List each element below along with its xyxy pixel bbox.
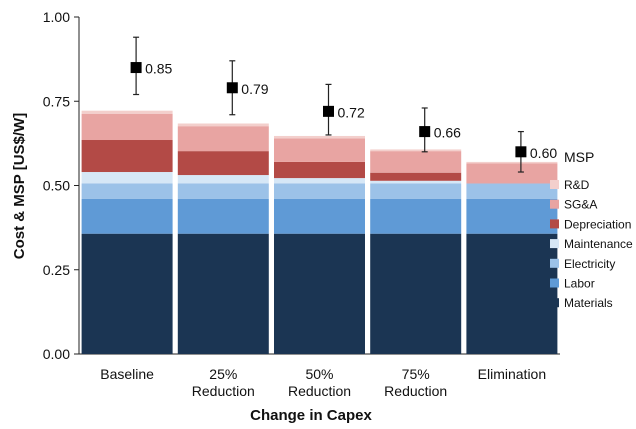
legend-swatch-materials xyxy=(550,298,559,308)
y-axis-title: Cost & MSP [US$/W] xyxy=(11,113,28,259)
legend-swatch-maintenance xyxy=(550,239,559,249)
bar-segment-sg-a xyxy=(274,138,365,162)
legend-label: Labor xyxy=(564,277,595,291)
msp-data-label: 0.66 xyxy=(434,125,461,141)
x-tick-label: 75% Reduction xyxy=(384,366,447,399)
x-tick-label-line: Elimination xyxy=(478,366,546,382)
bar-segment-labor xyxy=(274,198,365,234)
bar-segment-electricity xyxy=(370,183,462,199)
x-tick-label-line: Reduction xyxy=(384,383,447,399)
bar-segment-r-d xyxy=(466,161,558,164)
bar-segment-r-d xyxy=(177,123,269,127)
legend-swatch-sg-a xyxy=(550,199,559,209)
msp-marker xyxy=(226,82,238,94)
bar-segment-labor xyxy=(81,198,173,234)
bar-segment-labor xyxy=(370,198,462,234)
y-tick-label: 1.00 xyxy=(43,9,70,25)
msp-marker xyxy=(515,146,527,158)
legend-label: Maintenance xyxy=(564,237,633,251)
bar-segment-depreciation xyxy=(370,172,462,181)
bar-segment-electricity xyxy=(81,183,173,199)
x-tick-label: Elimination xyxy=(478,366,546,382)
legend-label: Materials xyxy=(564,296,613,310)
bars-layer xyxy=(81,110,558,354)
legend-swatch-r-d xyxy=(550,180,559,189)
legend-swatch-electricity xyxy=(550,258,559,268)
bar-segment-maintenance xyxy=(274,178,365,184)
x-axis-title: Change in Capex xyxy=(250,407,372,424)
y-tick-label: 0.50 xyxy=(43,178,70,194)
x-tick-label-line: Baseline xyxy=(100,366,154,382)
legend-swatch-labor xyxy=(550,278,559,288)
msp-marker xyxy=(419,126,431,138)
bar-segment-electricity xyxy=(274,183,365,199)
bar-segment-sg-a xyxy=(177,126,269,152)
bar-segment-sg-a xyxy=(81,113,173,141)
bar-segment-maintenance xyxy=(177,175,269,184)
x-tick-label-line: 75% xyxy=(402,366,430,382)
legend-label: SG&A xyxy=(564,198,597,212)
x-tick-label: 25% Reduction xyxy=(192,366,255,399)
msp-data-label: 0.79 xyxy=(241,81,268,97)
x-tick-label-line: Reduction xyxy=(288,383,351,399)
msp-layer: 0.85 0.79 0.72 0.66 0.60 xyxy=(130,36,557,173)
msp-data-label: 0.85 xyxy=(145,61,172,77)
bar-segment-materials xyxy=(466,233,558,354)
legend-label: R&D xyxy=(564,178,590,192)
bar-segment-depreciation xyxy=(177,151,269,176)
y-tick-label: 0.75 xyxy=(43,93,70,109)
legend-label-msp: MSP xyxy=(564,149,594,165)
bar-segment-materials xyxy=(274,233,365,354)
x-tick-label: 50% Reduction xyxy=(288,366,351,399)
x-tick-label-line: 50% xyxy=(305,366,333,382)
legend: MSP R&D SG&A Depreciation Maintenance Electri… xyxy=(550,149,633,310)
bar-segment-sg-a xyxy=(370,151,462,173)
x-tick-label: Baseline xyxy=(100,366,154,382)
bar-segment-r-d xyxy=(274,135,365,139)
bar-segment-maintenance xyxy=(81,172,173,184)
bar-segment-sg-a xyxy=(466,163,558,184)
bar-segment-r-d xyxy=(81,110,173,114)
legend-label: Electricity xyxy=(564,257,615,271)
bar-segment-maintenance xyxy=(370,180,462,184)
legend-label: Depreciation xyxy=(564,217,631,231)
bar-segment-labor xyxy=(177,198,269,234)
bar-segment-materials xyxy=(177,233,269,354)
bar-segment-materials xyxy=(370,233,462,354)
msp-marker xyxy=(323,105,334,117)
msp-data-label: 0.72 xyxy=(338,104,365,120)
bar-segment-r-d xyxy=(370,149,462,152)
bar-segment-materials xyxy=(81,233,173,354)
x-tick-label-line: Reduction xyxy=(192,383,255,399)
legend-swatch-depreciation xyxy=(550,219,559,229)
bar-segment-labor xyxy=(466,198,558,234)
bar-segment-depreciation xyxy=(81,140,173,173)
bar-segment-depreciation xyxy=(274,161,365,179)
msp-marker xyxy=(130,62,142,74)
bar-segment-electricity xyxy=(466,183,558,199)
y-tick-label: 0.25 xyxy=(43,262,70,278)
bar-segment-electricity xyxy=(177,183,269,199)
x-tick-label-line: 25% xyxy=(209,366,237,382)
y-tick-label: 0.00 xyxy=(43,346,70,362)
msp-data-label: 0.60 xyxy=(530,145,557,161)
